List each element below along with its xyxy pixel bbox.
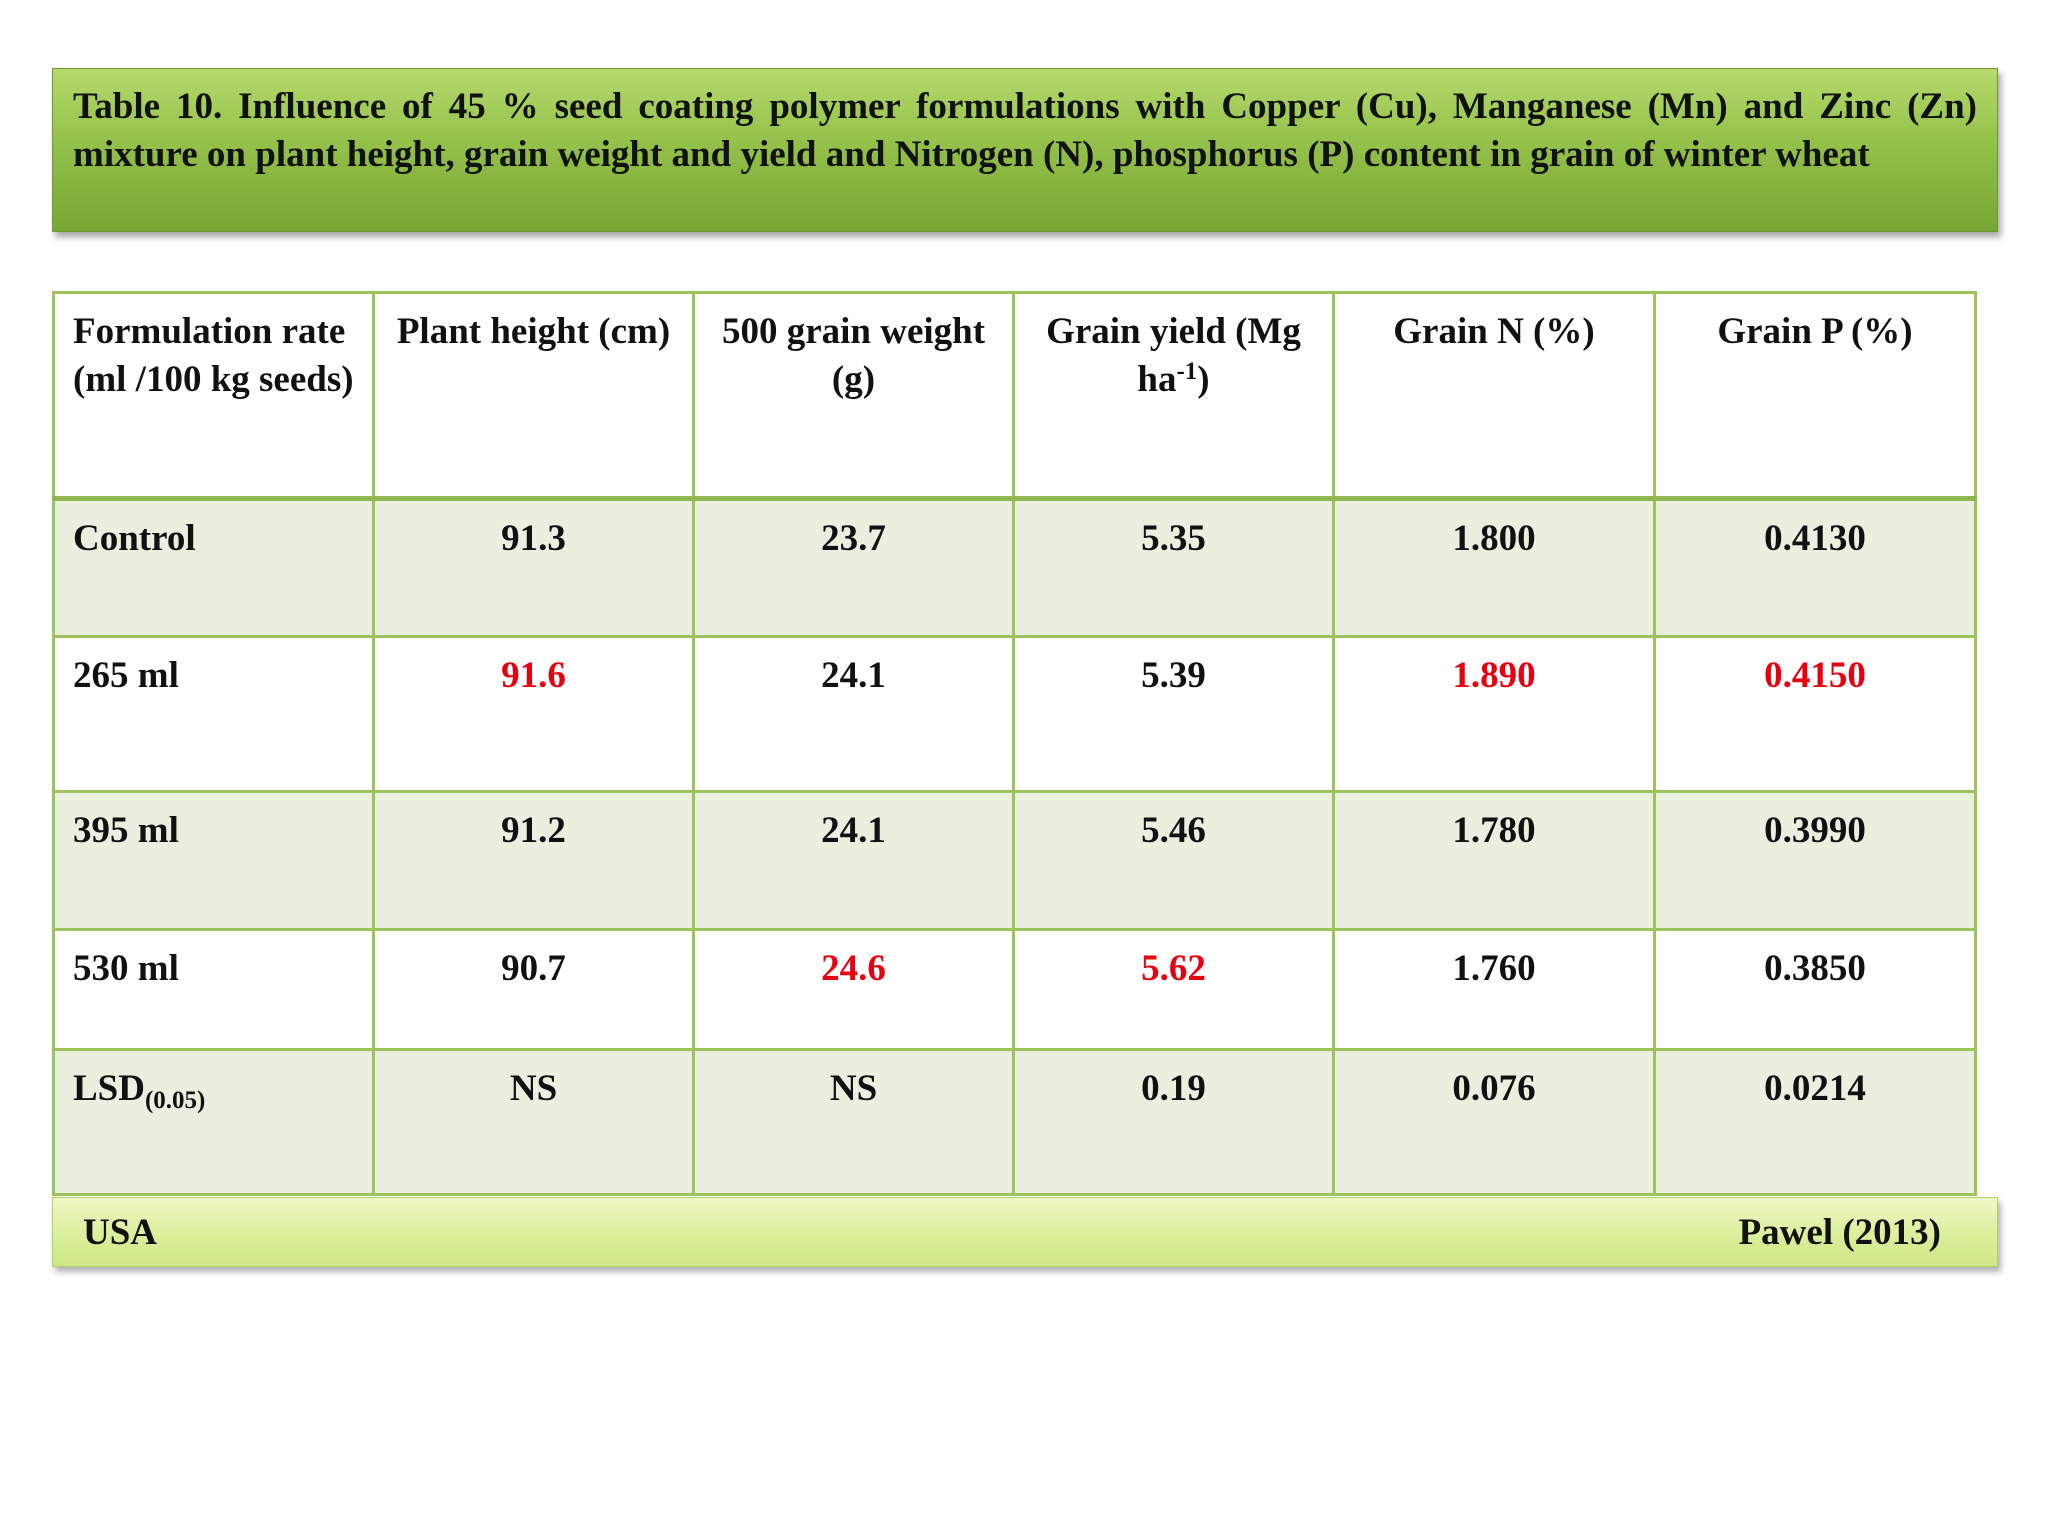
data-table: Formulation rate (ml /100 kg seeds) Plan…	[52, 291, 1977, 1196]
lsd-grain-p: 0.0214	[1653, 1048, 1977, 1196]
cell-grain-n: 1.760	[1332, 928, 1656, 1051]
header-grain-yield: Grain yield (Mg ha-1)	[1012, 291, 1335, 501]
lsd-plant-height: NS	[372, 1048, 695, 1196]
header-grain-p: Grain P (%)	[1653, 291, 1977, 501]
cell-grain-yield-highlight: 5.62	[1012, 928, 1335, 1051]
row-label: 530 ml	[52, 928, 375, 1051]
header-plant-height: Plant height (cm)	[372, 291, 695, 501]
table-title-text: Table 10. Influence of 45 % seed coating…	[73, 86, 1977, 175]
table-title: Table 10. Influence of 45 % seed coating…	[52, 68, 1998, 232]
cell-plant-height: 91.3	[372, 497, 695, 638]
row-label: 395 ml	[52, 790, 375, 931]
cell-grain-p: 0.3850	[1653, 928, 1977, 1051]
cell-grain-yield: 5.35	[1012, 497, 1335, 638]
table-row: 395 ml 91.2 24.1 5.46 1.780 0.3990	[52, 790, 1977, 931]
lsd-grain-yield: 0.19	[1012, 1048, 1335, 1196]
source-footer: USA Pawel (2013)	[52, 1197, 1998, 1267]
cell-grain-n-highlight: 1.890	[1332, 635, 1656, 793]
cell-grain-yield: 5.46	[1012, 790, 1335, 931]
footer-country: USA	[83, 1211, 158, 1253]
header-formulation: Formulation rate (ml /100 kg seeds)	[52, 291, 375, 501]
cell-grain-p-highlight: 0.4150	[1653, 635, 1977, 793]
lsd-row: LSD(0.05) NS NS 0.19 0.076 0.0214	[52, 1048, 1977, 1196]
cell-plant-height: 90.7	[372, 928, 695, 1051]
lsd-label: LSD(0.05)	[52, 1048, 375, 1196]
lsd-grain-weight: NS	[692, 1048, 1015, 1196]
cell-grain-weight: 24.1	[692, 635, 1015, 793]
cell-grain-n: 1.780	[1332, 790, 1656, 931]
cell-grain-p: 0.3990	[1653, 790, 1977, 931]
table-row: Control 91.3 23.7 5.35 1.800 0.4130	[52, 497, 1977, 638]
cell-grain-weight-highlight: 24.6	[692, 928, 1015, 1051]
header-grain-n: Grain N (%)	[1332, 291, 1656, 501]
cell-grain-weight: 24.1	[692, 790, 1015, 931]
grain-yield-superscript: -1	[1176, 358, 1198, 385]
lsd-grain-n: 0.076	[1332, 1048, 1656, 1196]
cell-plant-height: 91.2	[372, 790, 695, 931]
header-grain-weight: 500 grain weight (g)	[692, 291, 1015, 501]
cell-grain-weight: 23.7	[692, 497, 1015, 638]
row-label: Control	[52, 497, 375, 638]
footer-citation: Pawel (2013)	[1738, 1211, 1941, 1253]
cell-plant-height-highlight: 91.6	[372, 635, 695, 793]
cell-grain-yield: 5.39	[1012, 635, 1335, 793]
cell-grain-n: 1.800	[1332, 497, 1656, 638]
cell-grain-p: 0.4130	[1653, 497, 1977, 638]
header-row: Formulation rate (ml /100 kg seeds) Plan…	[52, 291, 1977, 501]
table-row: 265 ml 91.6 24.1 5.39 1.890 0.4150	[52, 635, 1977, 793]
row-label: 265 ml	[52, 635, 375, 793]
lsd-subscript: (0.05)	[144, 1087, 206, 1114]
table-row: 530 ml 90.7 24.6 5.62 1.760 0.3850	[52, 928, 1977, 1051]
